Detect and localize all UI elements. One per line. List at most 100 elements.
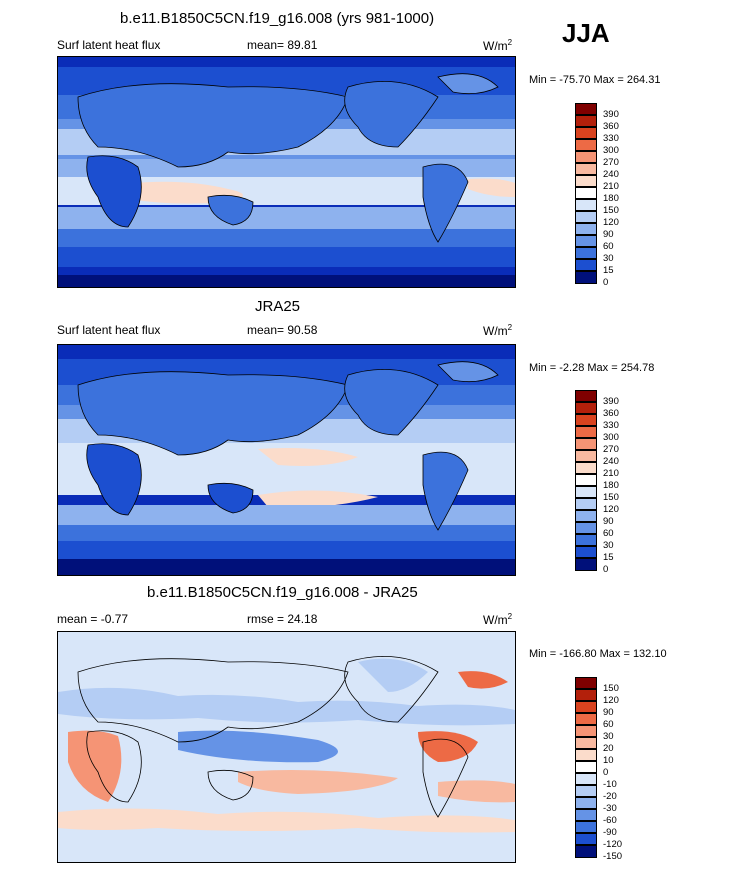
colorbar-tick: 120	[603, 504, 619, 515]
colorbar-swatch	[575, 271, 597, 284]
panel2-minmax: Min = -2.28 Max = 254.78	[529, 362, 655, 374]
panel3-units: W/m2	[483, 612, 513, 627]
colorbar-tick: 210	[603, 468, 619, 479]
colorbar-swatch	[575, 151, 597, 163]
colorbar-tick: 150	[603, 683, 619, 694]
colorbar-swatch	[575, 677, 597, 689]
colorbar-swatch	[575, 534, 597, 546]
colorbar-swatch	[575, 737, 597, 749]
panel3-map	[57, 631, 516, 863]
colorbar-tick: 390	[603, 396, 619, 407]
colorbar-tick: 90	[603, 707, 614, 718]
colorbar-swatch	[575, 127, 597, 139]
colorbar-tick: -150	[603, 851, 623, 862]
panel1-title: b.e11.B1850C5CN.f19_g16.008 (yrs 981-100…	[120, 10, 435, 27]
colorbar-tick: -60	[603, 815, 617, 826]
colorbar-swatch	[575, 211, 597, 223]
panel3-mean-label: mean = -0.77	[57, 612, 129, 626]
panel2-units: W/m2	[483, 323, 513, 338]
colorbar-tick: 0	[603, 767, 609, 778]
season-label: JJA	[562, 18, 610, 48]
panel2-title: JRA25	[255, 298, 301, 315]
panel1-mean-label: mean= 89.81	[247, 38, 318, 52]
colorbar-swatch	[575, 259, 597, 271]
colorbar-swatch	[575, 498, 597, 510]
colorbar-tick: 90	[603, 229, 614, 240]
colorbar-tick: 20	[603, 743, 614, 754]
colorbar-swatch	[575, 761, 597, 773]
colorbar-tick: 180	[603, 193, 619, 204]
panel1-minmax: Min = -75.70 Max = 264.31	[529, 74, 661, 86]
colorbar-swatch	[575, 845, 597, 858]
colorbar-tick: -10	[603, 779, 617, 790]
colorbar-swatch	[575, 438, 597, 450]
colorbar-tick: 360	[603, 121, 619, 132]
colorbar-tick: 30	[603, 731, 614, 742]
colorbar-swatch	[575, 773, 597, 785]
panel2-variable-label: Surf latent heat flux	[57, 323, 161, 337]
colorbar-swatch	[575, 414, 597, 426]
colorbar-tick: 240	[603, 456, 619, 467]
panel1-colorbar: 390 360 330 300 270 240 210 180 150 120 …	[575, 103, 635, 288]
colorbar-swatch	[575, 199, 597, 211]
colorbar-swatch	[575, 390, 597, 402]
colorbar-tick: 300	[603, 145, 619, 156]
colorbar-swatch	[575, 725, 597, 737]
panel2-map	[57, 344, 516, 576]
colorbar-tick: 330	[603, 420, 619, 431]
colorbar-swatch	[575, 402, 597, 414]
colorbar-tick: 210	[603, 181, 619, 192]
colorbar-tick: 60	[603, 241, 614, 252]
colorbar-swatch	[575, 450, 597, 462]
colorbar-swatch	[575, 474, 597, 486]
colorbar-tick: 0	[603, 564, 609, 575]
colorbar-tick: -20	[603, 791, 617, 802]
colorbar-swatch	[575, 558, 597, 571]
colorbar-tick: 0	[603, 277, 609, 288]
colorbar-swatch	[575, 713, 597, 725]
colorbar-tick: 15	[603, 552, 614, 563]
colorbar-tick: 120	[603, 695, 619, 706]
colorbar-swatch	[575, 522, 597, 534]
panel3-rmse-label: rmse = 24.18	[247, 612, 318, 626]
colorbar-tick: 150	[603, 205, 619, 216]
colorbar-swatch	[575, 223, 597, 235]
colorbar-swatch	[575, 426, 597, 438]
colorbar-swatch	[575, 689, 597, 701]
colorbar-tick: 150	[603, 492, 619, 503]
colorbar-tick: 60	[603, 719, 614, 730]
panel1-units: W/m2	[483, 38, 513, 53]
colorbar-swatch	[575, 235, 597, 247]
panel2-mean-label: mean= 90.58	[247, 323, 318, 337]
colorbar-tick: 270	[603, 444, 619, 455]
colorbar-tick: -90	[603, 827, 617, 838]
colorbar-tick: 30	[603, 253, 614, 264]
colorbar-swatch	[575, 486, 597, 498]
colorbar-swatch	[575, 821, 597, 833]
colorbar-tick: 120	[603, 217, 619, 228]
panel1-variable-label: Surf latent heat flux	[57, 38, 161, 52]
colorbar-tick: 360	[603, 408, 619, 419]
colorbar-swatch	[575, 797, 597, 809]
colorbar-swatch	[575, 247, 597, 259]
colorbar-swatch	[575, 833, 597, 845]
panel3-title: b.e11.B1850C5CN.f19_g16.008 - JRA25	[147, 584, 418, 601]
colorbar-tick: 30	[603, 540, 614, 551]
colorbar-tick: 240	[603, 169, 619, 180]
colorbar-tick: 90	[603, 516, 614, 527]
colorbar-swatch	[575, 785, 597, 797]
panel3-minmax: Min = -166.80 Max = 132.10	[529, 648, 667, 660]
colorbar-swatch	[575, 701, 597, 713]
panel3-colorbar: 150 120 90 60 30 20 10 0 -10 -20 -30 -60…	[575, 677, 635, 862]
colorbar-tick: 270	[603, 157, 619, 168]
colorbar-tick: 300	[603, 432, 619, 443]
colorbar-swatch	[575, 115, 597, 127]
colorbar-swatch	[575, 103, 597, 115]
colorbar-tick: 15	[603, 265, 614, 276]
colorbar-swatch	[575, 187, 597, 199]
colorbar-tick: 60	[603, 528, 614, 539]
colorbar-swatch	[575, 175, 597, 187]
colorbar-swatch	[575, 462, 597, 474]
panel2-colorbar: 390 360 330 300 270 240 210 180 150 120 …	[575, 390, 635, 575]
colorbar-swatch	[575, 139, 597, 151]
